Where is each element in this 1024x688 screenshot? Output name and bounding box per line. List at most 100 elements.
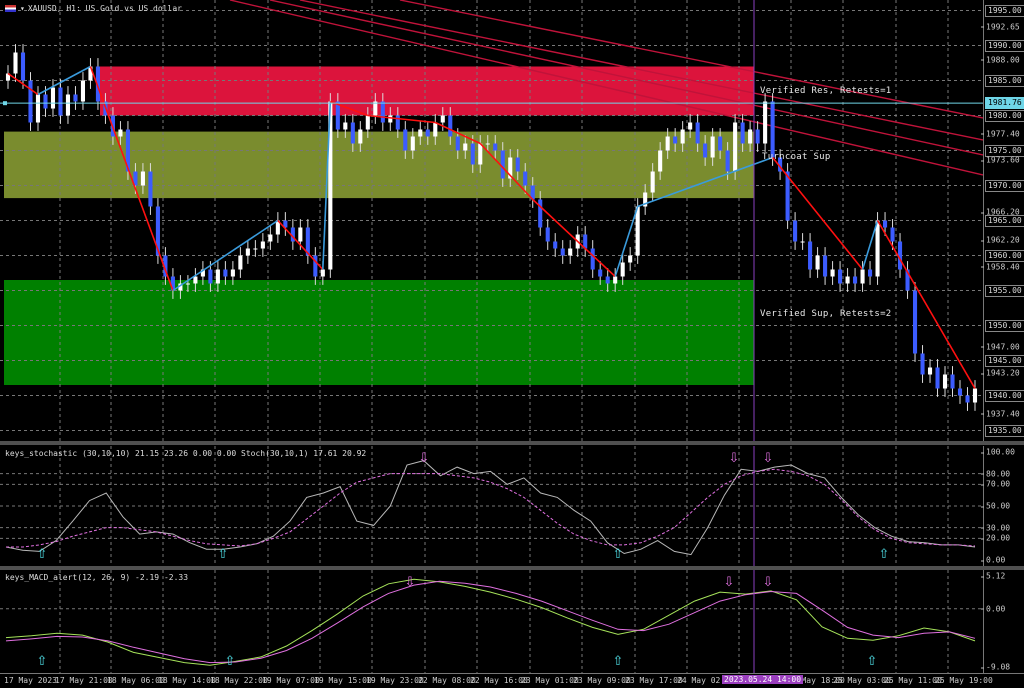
candle-body — [365, 115, 370, 130]
price-tick-label: 1966.20 — [981, 207, 1020, 217]
time-tick-label: 25 May 03:00 — [833, 676, 891, 685]
candle-body — [703, 143, 708, 158]
candle — [785, 163, 790, 229]
candle — [808, 233, 813, 278]
candle — [770, 93, 775, 166]
candle — [230, 261, 235, 285]
candle-body — [920, 353, 925, 375]
candle-body — [905, 269, 910, 291]
candle-body — [950, 374, 955, 389]
zigzag-up-leg — [172, 219, 279, 292]
candle — [470, 135, 475, 173]
candle-body — [463, 143, 468, 151]
candle — [553, 233, 558, 257]
stochastic-axis[interactable]: 100.00 80.00 70.00 50.00 30.00 20.00 0.00 — [980, 446, 1024, 566]
grid-lines — [0, 570, 983, 673]
time-tick-label: 25 May 19:00 — [935, 676, 993, 685]
buy-arrow-icon: ⇧ — [37, 654, 48, 669]
pane-separator[interactable] — [0, 566, 1024, 570]
candle-body — [815, 255, 820, 270]
zigzag-down-leg — [771, 156, 864, 271]
candle-body — [500, 150, 505, 179]
zigzag-up-leg — [861, 220, 879, 270]
macd-pane[interactable]: ⇧ ⇧ ⇧ ⇧ ⇩ ⇩ ⇩ keys_MACD_alert(12, 26, 9) -2.19… — [0, 570, 983, 673]
candle-body — [245, 248, 250, 256]
candle-body — [478, 143, 483, 165]
candle — [178, 275, 183, 299]
candle-body — [763, 101, 768, 144]
indicator-tick-label: 100.00 — [981, 447, 1015, 457]
candle — [245, 240, 250, 264]
candle — [163, 247, 168, 285]
macd-canvas: ⇧ ⇧ ⇧ ⇧ ⇩ ⇩ ⇩ — [0, 570, 983, 673]
turncoat-zone-label: Turncoat Sup — [762, 152, 831, 162]
candle-body — [927, 367, 933, 375]
candle-body — [583, 234, 588, 249]
candle — [58, 79, 63, 124]
candle-body — [328, 101, 333, 270]
indicator-tick-label: 30.00 — [980, 523, 1011, 533]
candle-body — [897, 241, 903, 270]
candle — [643, 184, 648, 215]
series-line-1 — [6, 468, 976, 548]
time-tick-label: 24 May 18:00 — [787, 676, 845, 685]
trendline — [269, 0, 983, 156]
sell-arrow-icon: ⇩ — [405, 575, 416, 590]
candle-body — [658, 150, 663, 172]
price-chart-canvas — [0, 0, 983, 441]
candle-body — [620, 262, 625, 277]
price-tick-label: 1945.00 — [985, 354, 1024, 367]
price-axis[interactable]: 1995.00 1992.65 1990.00 1988.00 1985.00 1980.… — [981, 0, 1024, 441]
candle-body — [875, 220, 880, 277]
price-tick-label: 1970.00 — [985, 179, 1024, 192]
candle — [305, 219, 310, 264]
stochastic-pane[interactable]: ⇧ ⇧ ⇧ ⇧ ⇩ ⇩ ⇩ keys_stochastic (30,10,10) 21.15… — [0, 446, 983, 566]
indicator-tick-label: -9.08 — [980, 662, 1011, 672]
candle — [290, 219, 295, 250]
candle-body — [253, 248, 258, 250]
candle — [560, 240, 565, 264]
candle — [425, 121, 430, 145]
stochastic-canvas: ⇧ ⇧ ⇧ ⇧ ⇩ ⇩ ⇩ — [0, 446, 983, 566]
candle-body — [43, 94, 48, 109]
candle-body — [770, 101, 775, 158]
candle-body — [493, 143, 498, 151]
main-price-chart[interactable]: ▾ XAUUSD, H1: US Gold vs US dollar Verifi… — [0, 0, 983, 441]
candle — [755, 121, 760, 152]
candle-body — [673, 136, 678, 144]
candle — [253, 240, 258, 257]
candle — [373, 93, 378, 124]
candle — [5, 65, 11, 89]
series-line-0 — [5, 578, 976, 666]
candle — [703, 135, 708, 166]
flag-icon — [5, 5, 16, 12]
price-tick-label: 1955.00 — [985, 284, 1024, 297]
macd-axis[interactable]: 5.12 0.00 -9.08 — [980, 570, 1024, 673]
candle — [718, 128, 723, 159]
candle — [95, 58, 100, 110]
buy-arrow-icon: ⇧ — [879, 547, 890, 562]
zigzag — [7, 65, 976, 389]
candle — [620, 254, 625, 285]
indicator-tick-label: 0.00 — [980, 604, 1006, 614]
candle — [410, 128, 415, 159]
resistance-zone — [100, 66, 754, 116]
stochastic-info: keys_stochastic (30,10,10) 21.15 23.26 0… — [5, 449, 367, 458]
candle — [830, 261, 835, 285]
candle-body — [313, 255, 318, 277]
candle-body — [613, 276, 618, 284]
time-tick-label: 17 May 21:00 — [55, 676, 113, 685]
turncoat-zone — [4, 131, 754, 199]
buy-arrow-icon: ⇧ — [867, 654, 878, 669]
candle-body — [433, 122, 438, 137]
time-axis[interactable]: 17 May 2023 17 May 21:00 18 May 06:00 18 Ma… — [0, 673, 1024, 688]
grid-lines — [0, 446, 983, 566]
indicator-tick-label: 70.00 — [980, 479, 1011, 489]
candle — [335, 93, 340, 138]
pane-separator[interactable] — [0, 441, 1024, 445]
symbol-dropdown-icon[interactable]: ▾ — [20, 4, 25, 13]
candle-body — [560, 248, 565, 256]
support-zone — [4, 280, 754, 385]
zigzag-up-leg — [614, 206, 639, 277]
candle-body — [853, 276, 858, 284]
